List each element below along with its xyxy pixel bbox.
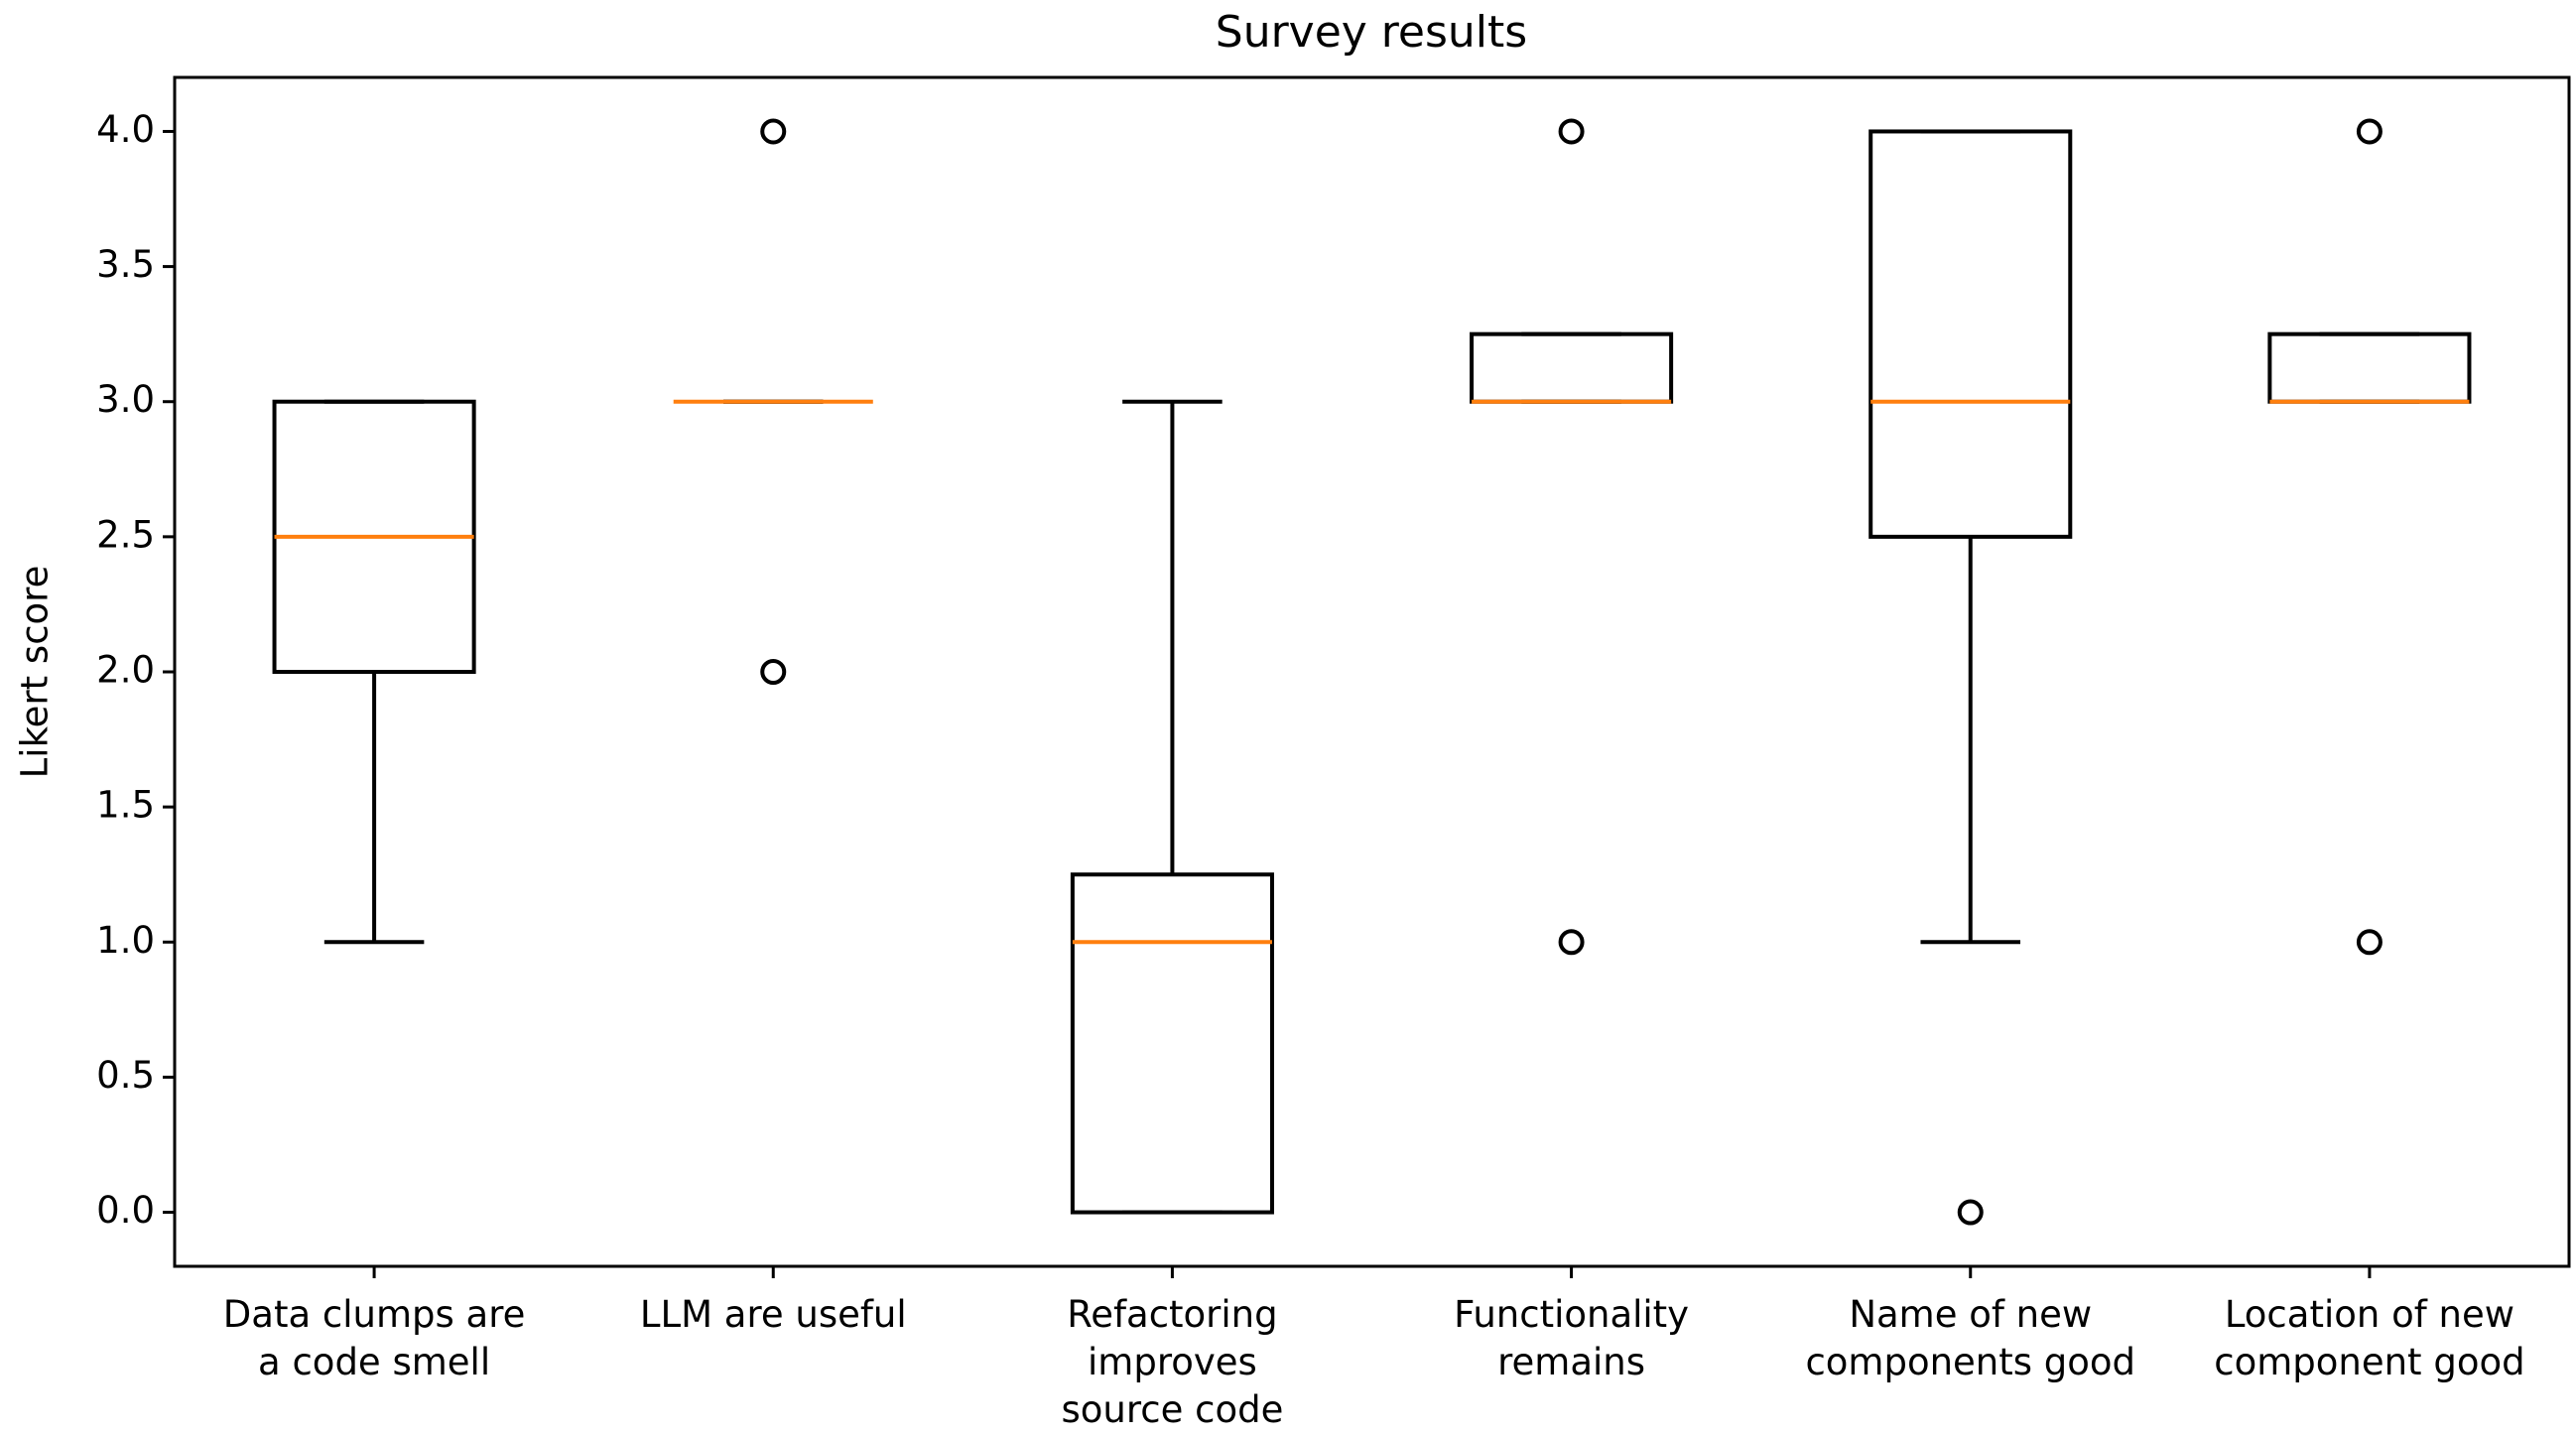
flier [2356, 929, 2383, 956]
x-tick-label-line: improves [1088, 1341, 1257, 1383]
plot-frame [173, 75, 2571, 1268]
y-axis-label: Likert score [14, 566, 57, 779]
y-tick-label: 0.0 [96, 1189, 155, 1232]
flier [1558, 929, 1585, 956]
x-tick-label-line: source code [1061, 1388, 1283, 1431]
y-tick-label: 0.5 [96, 1054, 155, 1097]
x-tick-label: Data clumps are a code smell [223, 1293, 526, 1383]
x-tick-label-line: Data clumps are [223, 1293, 526, 1336]
x-tick-label-line: Refactoring [1067, 1293, 1277, 1336]
x-tick-label-line: Name of new [1849, 1293, 2092, 1336]
y-tick-label: 3.5 [96, 243, 155, 286]
flier [760, 659, 787, 685]
x-tick-label-line: a code smell [258, 1341, 490, 1383]
x-tick-label-line: Functionality [1454, 1293, 1689, 1336]
x-tick-label: Functionality remains [1454, 1293, 1689, 1383]
x-tick-label: Refactoring improves source code [1061, 1293, 1283, 1431]
x-tick-label-line: components good [1805, 1341, 2135, 1383]
y-tick-label: 1.0 [96, 919, 155, 962]
box [1868, 129, 2073, 539]
x-tick-label-line: LLM are useful [640, 1293, 907, 1336]
flier [760, 118, 787, 145]
y-tick-label: 1.5 [96, 784, 155, 827]
box [1070, 872, 1274, 1215]
x-tick-label-line: remains [1497, 1341, 1645, 1383]
x-tick-label: Location of new component good [2214, 1293, 2524, 1383]
y-tick-label: 2.0 [96, 649, 155, 692]
x-tick-label: Name of new components good [1805, 1293, 2135, 1383]
x-tick-label: LLM are useful [640, 1293, 907, 1336]
flier [1558, 118, 1585, 145]
chart-title: Survey results [1216, 7, 1527, 58]
flier [2356, 118, 2383, 145]
flier [1957, 1199, 1984, 1226]
x-tick-label-line: Location of new [2225, 1293, 2514, 1336]
y-tick-label: 2.5 [96, 513, 155, 556]
y-tick-label: 3.0 [96, 378, 155, 421]
y-tick-label: 4.0 [96, 108, 155, 151]
x-tick-label-line: component good [2214, 1341, 2524, 1383]
